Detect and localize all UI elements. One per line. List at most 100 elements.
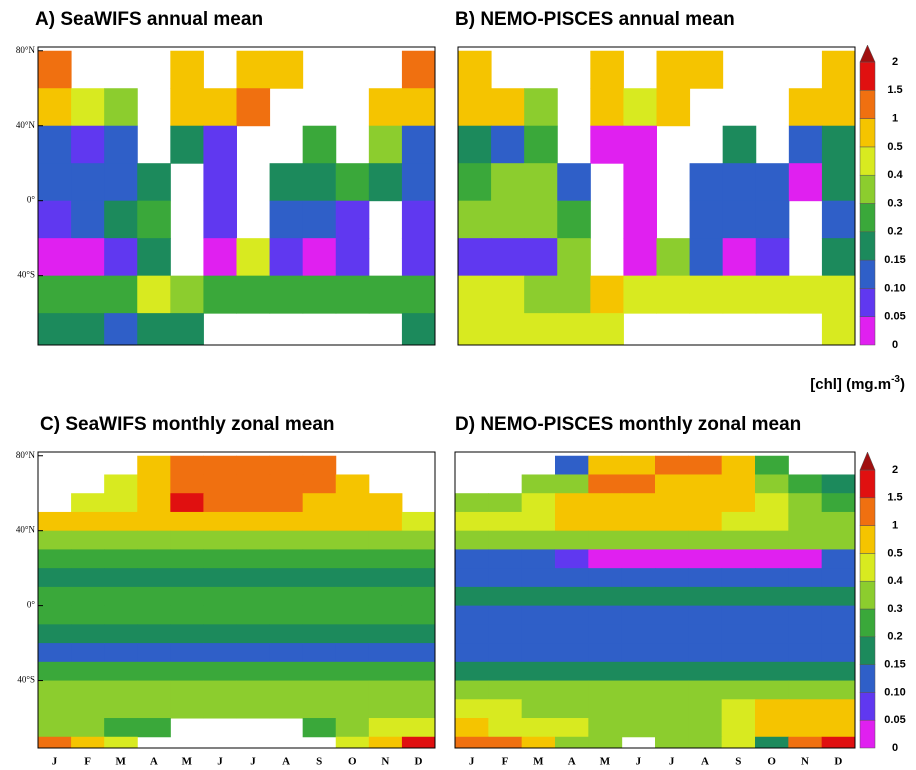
heat-cell xyxy=(104,512,138,531)
heat-cell xyxy=(622,456,656,475)
map-cell xyxy=(270,51,304,89)
heat-cell xyxy=(555,531,589,550)
heat-cell xyxy=(488,737,522,756)
heat-cell xyxy=(203,512,237,531)
heat-cell xyxy=(822,512,856,531)
heat-cell xyxy=(71,493,105,512)
heat-cell xyxy=(588,737,622,756)
heat-cell xyxy=(622,549,656,568)
map-cell xyxy=(557,276,591,314)
heat-cell xyxy=(688,643,722,662)
heat-cell xyxy=(655,456,689,475)
map-cell xyxy=(822,51,856,89)
month-label: S xyxy=(735,756,741,768)
heat-cell xyxy=(104,531,138,550)
heat-cell xyxy=(170,568,204,587)
unit-label: [chl] (mg.m-3) xyxy=(810,374,905,393)
heat-cell xyxy=(71,549,105,568)
heat-cell xyxy=(270,624,304,643)
heat-cell xyxy=(369,662,403,681)
heat-cell xyxy=(488,549,522,568)
heat-cell xyxy=(555,624,589,643)
heat-cell xyxy=(137,531,171,550)
colorbar-segment xyxy=(860,62,875,90)
heat-cell xyxy=(170,681,204,700)
heat-cell xyxy=(655,493,689,512)
colorbar-label: 0.10 xyxy=(884,686,905,698)
month-label: M xyxy=(116,756,127,768)
heat-cell xyxy=(270,587,304,606)
heat-cell xyxy=(336,512,370,531)
heat-cell xyxy=(237,474,271,493)
heat-cell xyxy=(655,587,689,606)
heat-cell xyxy=(822,587,856,606)
heat-cell xyxy=(237,624,271,643)
map-cell xyxy=(723,201,757,239)
map-cell xyxy=(71,201,105,239)
heat-cell xyxy=(71,737,105,756)
panel-title: C) SeaWIFS monthly zonal mean xyxy=(40,414,335,435)
y-tick-label: 0° xyxy=(27,600,36,610)
map-cell xyxy=(270,201,304,239)
map-cell xyxy=(623,201,657,239)
map-cell xyxy=(491,163,525,201)
map-cell xyxy=(756,276,790,314)
map-cell xyxy=(690,51,724,89)
heat-cell xyxy=(104,606,138,625)
map-cell xyxy=(104,163,138,201)
colorbar-label: 0.15 xyxy=(884,659,905,671)
heat-cell xyxy=(104,493,138,512)
heat-cell xyxy=(588,624,622,643)
heat-cell xyxy=(722,493,756,512)
heat-cell xyxy=(722,718,756,737)
map-cell xyxy=(789,126,823,164)
heat-cell xyxy=(655,662,689,681)
heat-cell xyxy=(336,681,370,700)
heat-cell xyxy=(336,474,370,493)
heat-cell xyxy=(555,718,589,737)
heat-cell xyxy=(522,493,556,512)
heat-cell xyxy=(402,568,436,587)
map-cell xyxy=(623,88,657,126)
heat-cell xyxy=(522,568,556,587)
heat-cell xyxy=(455,493,489,512)
heat-cell xyxy=(488,662,522,681)
month-label: F xyxy=(84,756,91,768)
colorbar-extension xyxy=(860,452,875,470)
heat-cell xyxy=(270,531,304,550)
map-cell xyxy=(38,276,72,314)
heat-cell xyxy=(369,606,403,625)
map-cell xyxy=(557,201,591,239)
heat-cell xyxy=(237,549,271,568)
heat-cell xyxy=(455,587,489,606)
heat-cell xyxy=(203,624,237,643)
heat-cell xyxy=(488,512,522,531)
colorbar-segment xyxy=(860,692,875,720)
map-cell xyxy=(402,126,436,164)
heat-cell xyxy=(402,587,436,606)
cells xyxy=(455,456,856,756)
heat-cell xyxy=(369,643,403,662)
map-cell xyxy=(237,238,271,276)
heat-cell xyxy=(38,718,72,737)
heat-cell xyxy=(303,606,337,625)
heat-cell xyxy=(588,606,622,625)
heat-cell xyxy=(622,568,656,587)
heat-cell xyxy=(522,474,556,493)
heat-cell xyxy=(402,531,436,550)
heat-cell xyxy=(455,662,489,681)
heat-cell xyxy=(788,587,822,606)
heat-cell xyxy=(455,624,489,643)
colorbar-extension xyxy=(860,45,875,62)
map-cell xyxy=(822,88,856,126)
heat-cell xyxy=(203,606,237,625)
colorbar-segment xyxy=(860,470,875,498)
heat-cell xyxy=(588,456,622,475)
map-cell xyxy=(524,201,558,239)
heat-cell xyxy=(555,512,589,531)
heat-cell xyxy=(336,624,370,643)
colorbar-segment xyxy=(860,90,875,118)
colorbar-segment xyxy=(860,232,875,260)
heat-cell xyxy=(203,643,237,662)
colorbar-segment xyxy=(860,119,875,147)
